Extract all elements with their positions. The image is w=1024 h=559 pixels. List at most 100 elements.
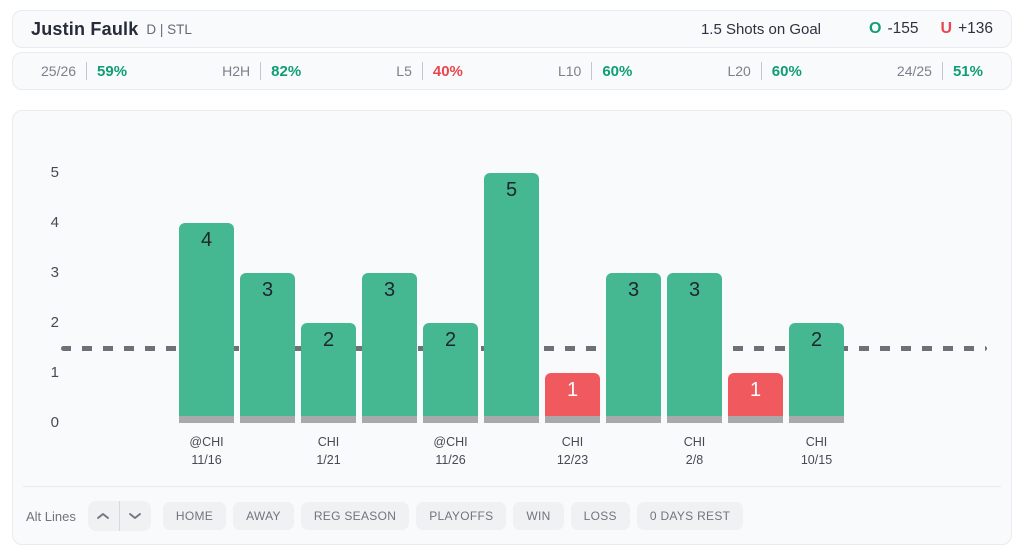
splits-row: 25/26 59% H2H 82% L5 40% L10 60% L20 60% 24/25 51% [12,52,1012,90]
game-bar-11[interactable]: 2 [789,323,844,423]
split-value: 40% [432,62,463,80]
split-value: 60% [602,62,633,80]
game-bar-10[interactable]: 1 [728,373,783,423]
y-axis-tick-4: 4 [50,214,59,231]
game-bar-1[interactable]: 4 [179,223,234,423]
bars-row: 4 3 2 3 2 5 1 3 3 1 2 [179,173,844,423]
bar-base-strip [240,416,295,423]
filter-button-away[interactable]: AWAY [233,502,294,530]
opponent-label: @CHI [433,435,468,449]
x-axis-game-label: @CHI 11/26 [423,433,478,469]
split-divider [86,62,88,80]
over-odds-value: -155 [887,20,919,37]
filter-button-loss[interactable]: LOSS [570,502,630,530]
y-axis-tick-1: 1 [50,364,59,381]
split-value: 60% [771,62,802,80]
game-date-label: 11/16 [191,453,222,468]
game-bar-7[interactable]: 1 [545,373,600,423]
filter-button-0-days-rest[interactable]: 0 DAYS REST [636,502,744,530]
alt-lines-stepper [87,501,151,531]
x-axis-game-label: CHI 10/15 [789,433,844,469]
opponent-label: @CHI [189,435,224,449]
split-label: 25/26 [41,63,77,79]
opponent-label: CHI [317,435,340,449]
bar-value: 3 [383,279,396,301]
filter-buttons: HOME AWAY REG SEASON PLAYOFFS WIN LOSS 0 DAYS … [162,502,744,530]
split-stat-l10: L10 60% [558,62,632,80]
bar-base-strip [606,416,661,423]
bar-value: 3 [688,279,701,301]
alt-line-down-button[interactable] [120,501,151,531]
bar-chart: 4 3 2 3 2 5 1 3 3 1 2 0 1 2 3 4 5 @CHI 11/16 CHI 1/21 @CHI 11… [13,111,1011,486]
bar-value: 5 [505,179,518,201]
bar-base-strip [423,416,478,423]
split-divider [421,62,423,80]
player-prop-header: Justin Faulk D | STL 1.5 Shots on Goal O… [12,10,1012,48]
game-bar-2[interactable]: 3 [240,273,295,423]
split-divider [260,62,262,80]
split-stat-h2h: H2H 82% [222,62,301,80]
split-value: 59% [97,62,128,80]
bar-base-strip [301,416,356,423]
bar-value: 1 [566,379,579,401]
split-stat-25-26: 25/26 59% [41,62,127,80]
bar-base-strip [179,416,234,423]
bar-base-strip [667,416,722,423]
split-stat-l5: L5 40% [396,62,463,80]
game-bar-3[interactable]: 2 [301,323,356,423]
split-label: H2H [222,63,251,79]
alt-line-up-button[interactable] [88,501,119,531]
filter-button-reg-season[interactable]: REG SEASON [300,502,410,530]
under-odds-value: +136 [958,20,993,37]
split-divider [591,62,593,80]
game-date-label: 11/26 [435,453,466,468]
x-axis-game-label: @CHI 11/16 [179,433,234,469]
opponent-label: CHI [805,435,828,449]
stepper-divider [118,501,120,531]
y-axis-tick-2: 2 [50,314,59,331]
bar-value: 2 [444,329,457,351]
chevron-down-icon [129,513,142,519]
split-stat-24-25: 24/25 51% [897,62,983,80]
split-value: 82% [271,62,302,80]
opponent-label: CHI [683,435,706,449]
bar-value: 3 [627,279,640,301]
over-icon: O [869,20,882,37]
x-axis-game-label: CHI 1/21 [301,433,356,469]
game-date-label: 1/21 [316,453,341,468]
filter-button-home[interactable]: HOME [162,502,227,530]
odds-group: 1.5 Shots on Goal O -155 U +136 [701,20,993,38]
bar-value: 3 [261,279,274,301]
game-bar-9[interactable]: 3 [667,273,722,423]
split-label: L10 [557,63,582,79]
bar-value: 2 [322,329,335,351]
bar-value: 2 [810,329,823,351]
filter-button-playoffs[interactable]: PLAYOFFS [416,502,507,530]
game-bar-4[interactable]: 3 [362,273,417,423]
game-bar-5[interactable]: 2 [423,323,478,423]
under-icon: U [940,20,953,37]
player-name: Justin Faulk [31,18,139,39]
y-axis-tick-5: 5 [50,164,59,181]
game-bar-6[interactable]: 5 [484,173,539,423]
game-date-label: 10/15 [800,453,833,468]
y-axis-tick-3: 3 [50,264,59,281]
position-team: D | STL [146,21,192,37]
game-date-label: 2/8 [685,453,704,468]
divider [23,486,1001,487]
alt-lines-label: Alt Lines [26,508,76,524]
split-label: L5 [396,63,412,79]
split-label: L20 [727,63,751,79]
under-odds[interactable]: U +136 [941,20,993,38]
chevron-up-icon [97,513,110,519]
bar-value: 4 [200,229,213,251]
bar-base-strip [789,416,844,423]
split-label: 24/25 [896,63,932,79]
over-odds[interactable]: O -155 [869,20,918,38]
split-value: 51% [952,62,983,80]
bar-base-strip [484,416,539,423]
game-bar-8[interactable]: 3 [606,273,661,423]
prop-line-label: 1.5 Shots on Goal [700,20,822,38]
filter-button-win[interactable]: WIN [513,502,564,530]
y-axis-tick-0: 0 [50,414,59,431]
